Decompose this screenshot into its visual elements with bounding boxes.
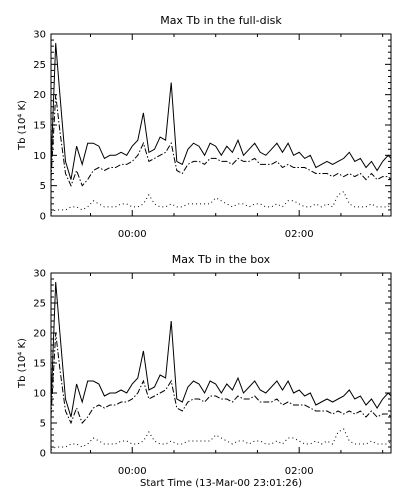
chart-title: Max Tb in the box <box>172 253 271 266</box>
x-axis-label: Start Time (13-Mar-00 23:01:26) <box>140 478 302 489</box>
y-tick-label: 30 <box>33 269 46 280</box>
y-tick-label: 25 <box>33 60 46 71</box>
series-line-dotted <box>51 428 391 451</box>
x-tick-label: 00:00 <box>118 466 147 477</box>
y-tick-label: 10 <box>33 151 46 162</box>
y-tick-label: 0 <box>40 212 46 223</box>
chart-title: Max Tb in the full-disk <box>160 14 282 27</box>
y-tick-label: 15 <box>33 121 46 132</box>
y-tick-label: 5 <box>40 181 46 192</box>
series-line-dash-dot <box>51 94 391 188</box>
x-tick-label: 00:00 <box>118 229 147 240</box>
x-tick-label: 02:00 <box>285 466 314 477</box>
series-line-dotted <box>51 191 391 214</box>
y-tick-label: 15 <box>33 359 46 370</box>
y-axis-label: Tb (10⁴ K) <box>17 338 28 389</box>
series-line-dash-dot <box>51 332 391 425</box>
chart-panel-1: Max Tb in the full-disk 0 5 10 15 20 25 30 00:00… <box>17 14 392 240</box>
y-tick-label: 10 <box>33 389 46 400</box>
y-tick-label: 20 <box>33 329 46 340</box>
y-tick-label: 30 <box>33 30 46 41</box>
series-line-solid <box>51 281 391 418</box>
y-tick-label: 25 <box>33 299 46 310</box>
y-tick-label: 5 <box>40 419 46 430</box>
y-tick-label: 0 <box>40 449 46 460</box>
chart-panel-2: Max Tb in the box05101520253000:0002:000… <box>17 253 392 489</box>
y-tick-label: 20 <box>33 90 46 101</box>
x-tick-label: 02:00 <box>285 229 314 240</box>
y-axis-label: Tb (10⁴ K) <box>17 100 28 151</box>
series-line-solid <box>51 43 391 180</box>
